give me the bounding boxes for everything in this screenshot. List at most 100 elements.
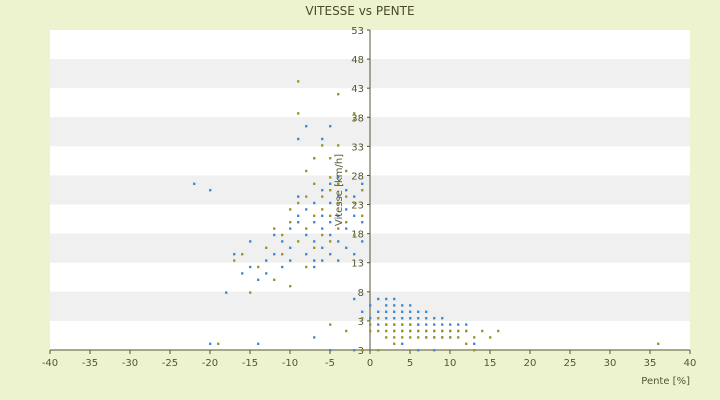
data-point-blue [401, 304, 404, 307]
data-point-olive [369, 323, 372, 326]
data-point-olive [369, 329, 372, 333]
data-point-blue [249, 240, 252, 243]
data-point-olive [409, 323, 412, 326]
data-point-blue [337, 214, 340, 217]
data-point-blue [353, 349, 356, 352]
data-point-olive [481, 329, 484, 333]
data-point-blue [409, 317, 412, 320]
data-point-blue [353, 195, 356, 198]
data-point-olive [353, 201, 356, 205]
data-point-olive [377, 349, 380, 352]
data-point-olive [393, 336, 396, 339]
data-point-blue [465, 323, 468, 326]
data-point-blue [417, 323, 420, 326]
data-point-olive [273, 278, 276, 281]
data-point-blue [297, 137, 300, 141]
data-point-blue [337, 195, 340, 198]
data-point-blue [329, 233, 332, 237]
data-point-blue [313, 240, 316, 243]
data-point-olive [497, 329, 500, 333]
data-point-blue [385, 317, 388, 320]
data-point-blue [297, 195, 300, 198]
axes [50, 30, 690, 351]
data-point-blue [361, 182, 364, 185]
data-point-olive [409, 336, 412, 339]
data-point-blue [425, 310, 428, 313]
x-axis-ticks: -40 -35 -30 -25 -20 -15 -10 -5 0 5 10 15 20 25 30 35 40 [42, 350, 696, 369]
data-point-blue [361, 310, 364, 313]
data-point-olive [473, 349, 476, 352]
data-point-blue [297, 221, 300, 224]
data-point-olive [489, 336, 492, 339]
x-tick-label: -40 [42, 358, 58, 369]
data-point-blue [401, 342, 404, 345]
data-point-blue [345, 189, 348, 192]
data-point-olive [393, 342, 396, 345]
data-point-olive [249, 291, 252, 294]
data-point-blue [329, 253, 332, 256]
y-tick-label: 33 [351, 142, 364, 153]
data-point-blue [433, 317, 436, 320]
data-point-blue [353, 297, 356, 301]
data-point-olive [289, 208, 292, 211]
data-point-olive [401, 329, 404, 333]
data-point-blue [193, 182, 196, 185]
y-axis-label: Vitesse [km/h] [334, 154, 345, 226]
data-point-olive [345, 329, 348, 333]
x-axis-label: Pente [%] [641, 376, 690, 387]
data-point-olive [305, 227, 308, 230]
data-point-olive [289, 221, 292, 224]
data-point-olive [393, 323, 396, 326]
data-point-blue [337, 176, 340, 179]
data-point-blue [273, 253, 276, 256]
data-point-blue [401, 317, 404, 320]
data-point-blue [345, 246, 348, 249]
data-point-olive [353, 118, 356, 121]
data-point-olive [361, 189, 364, 192]
data-point-olive [313, 182, 316, 185]
data-point-blue [273, 233, 276, 237]
data-point-olive [329, 157, 332, 160]
data-point-olive [377, 329, 380, 333]
data-point-blue [369, 317, 372, 320]
data-point-olive [233, 259, 236, 262]
data-points [193, 80, 660, 352]
data-point-olive [353, 233, 356, 237]
data-point-blue [321, 259, 324, 262]
data-point-blue [209, 342, 212, 345]
data-point-olive [441, 329, 444, 333]
data-point-blue [353, 253, 356, 256]
x-tick-label: -20 [202, 358, 218, 369]
data-point-olive [329, 214, 332, 217]
y-tick-label: 53 [351, 26, 364, 37]
data-point-olive [217, 342, 220, 345]
data-point-olive [361, 349, 364, 352]
data-point-olive [465, 342, 468, 345]
data-point-blue [289, 259, 292, 262]
data-point-olive [385, 323, 388, 326]
data-point-olive [337, 201, 340, 205]
data-point-olive [337, 144, 340, 147]
y-tick-label: 8 [358, 288, 364, 299]
data-point-olive [657, 342, 660, 345]
x-tick-label: 25 [564, 358, 577, 369]
data-point-blue [417, 349, 420, 352]
data-point-blue [321, 189, 324, 192]
data-point-blue [313, 221, 316, 224]
x-tick-label: -15 [242, 358, 258, 369]
data-point-blue [393, 310, 396, 313]
data-point-olive [409, 329, 412, 333]
data-point-blue [281, 265, 284, 269]
data-point-blue [433, 349, 436, 352]
data-point-olive [449, 336, 452, 339]
data-point-olive [257, 265, 260, 269]
data-point-olive [345, 195, 348, 198]
x-tick-label: -30 [122, 358, 138, 369]
data-point-olive [417, 329, 420, 333]
y-tick-label: 43 [351, 84, 364, 95]
x-tick-label: 20 [524, 358, 537, 369]
data-point-blue [393, 317, 396, 320]
data-point-olive [345, 169, 348, 173]
data-point-blue [449, 323, 452, 326]
data-point-olive [361, 214, 364, 217]
